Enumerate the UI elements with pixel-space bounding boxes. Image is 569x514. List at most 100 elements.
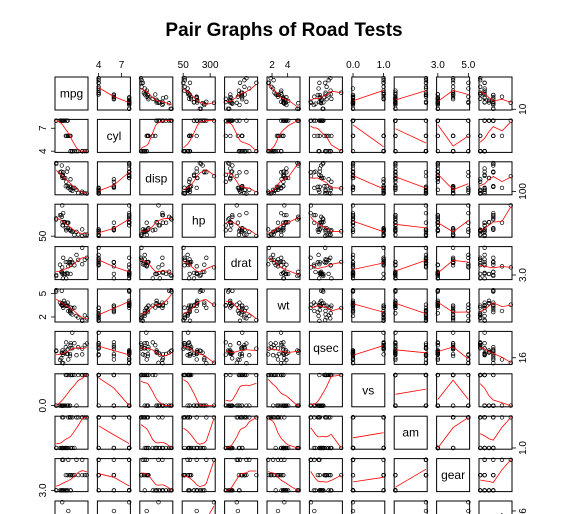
data-point: [194, 271, 199, 277]
smoother-line: [225, 470, 257, 491]
data-point: [286, 220, 291, 225]
data-point: [482, 308, 487, 314]
data-point: [393, 305, 398, 311]
data-point: [96, 352, 101, 357]
panel-frame: [393, 373, 428, 408]
data-point: [66, 508, 71, 514]
panel-frame: [224, 415, 259, 450]
smoother-line: [479, 383, 511, 406]
data-point: [450, 403, 456, 408]
data-point: [140, 80, 146, 85]
data-point: [482, 227, 487, 232]
data-point: [111, 259, 117, 265]
data-point: [482, 80, 487, 85]
data-point: [466, 352, 471, 357]
data-point: [350, 86, 356, 91]
data-point: [286, 445, 291, 451]
data-point: [491, 161, 496, 167]
data-point: [478, 372, 483, 378]
data-point: [435, 214, 440, 219]
data-point: [182, 313, 188, 318]
data-point: [271, 78, 276, 83]
data-point: [423, 302, 429, 307]
panel-frame: [96, 373, 131, 408]
data-point: [450, 351, 456, 357]
data-point: [435, 92, 440, 97]
data-point: [393, 175, 398, 181]
data-point: [275, 257, 281, 262]
data-point: [478, 415, 483, 420]
data-point: [70, 415, 75, 420]
data-point: [317, 403, 323, 408]
data-point: [311, 102, 317, 108]
data-point: [350, 445, 356, 451]
variable-label-hp: hp: [192, 214, 206, 228]
data-point: [235, 220, 241, 225]
data-point: [275, 185, 281, 191]
data-point: [491, 210, 496, 216]
data-point: [144, 357, 149, 362]
data-point: [200, 445, 205, 451]
variable-label-drat: drat: [231, 256, 252, 270]
panel-vs-vs-mpg: [54, 372, 89, 408]
data-point: [339, 472, 344, 478]
data-point: [466, 372, 471, 378]
data-point: [160, 102, 165, 108]
data-point: [423, 233, 429, 239]
data-point: [482, 318, 487, 323]
data-point: [182, 76, 187, 81]
smoother-line: [480, 417, 512, 441]
data-point: [279, 457, 284, 462]
data-point: [317, 260, 322, 265]
panel-qsec-vs-hp: [181, 330, 217, 366]
panel-disp-vs-wt: [266, 160, 301, 196]
data-point: [435, 149, 440, 154]
data-point: [282, 457, 287, 462]
data-point: [435, 175, 440, 181]
panel-frame: [351, 415, 386, 450]
data-point: [324, 84, 329, 89]
data-point: [230, 288, 235, 293]
data-point: [312, 185, 317, 191]
data-point: [188, 97, 194, 102]
data-point: [191, 118, 197, 123]
data-point: [284, 262, 289, 267]
data-point: [270, 353, 276, 358]
data-point: [84, 372, 89, 378]
data-point: [76, 372, 81, 378]
data-point: [381, 457, 386, 462]
data-point: [228, 403, 233, 408]
data-point: [279, 88, 284, 93]
panel-gear-vs-am: [393, 457, 429, 493]
panel-drat-vs-qsec: [308, 245, 344, 281]
data-point: [160, 220, 166, 225]
data-point: [226, 217, 231, 222]
data-point: [491, 212, 496, 218]
panel-frame: [96, 500, 131, 514]
panel-frame: [54, 415, 89, 450]
data-point: [266, 352, 271, 357]
data-point: [59, 163, 64, 168]
data-point: [160, 212, 165, 218]
data-point: [67, 351, 73, 357]
smoother-line: [225, 417, 257, 449]
data-point: [202, 445, 207, 451]
data-point: [237, 189, 243, 194]
data-point: [60, 270, 65, 276]
data-point: [381, 80, 386, 85]
data-point: [450, 190, 456, 196]
data-point: [450, 255, 456, 260]
panel-frame: [308, 415, 343, 450]
data-point: [65, 118, 70, 123]
data-point: [282, 169, 287, 174]
data-point: [326, 177, 331, 182]
data-point: [317, 92, 322, 98]
data-point: [435, 163, 440, 168]
data-point: [240, 95, 245, 100]
data-point: [317, 227, 322, 232]
tick-label-left-wt: 2: [38, 314, 49, 320]
data-point: [329, 276, 334, 281]
data-point: [328, 149, 333, 154]
data-point: [486, 403, 492, 408]
data-point: [281, 259, 286, 265]
